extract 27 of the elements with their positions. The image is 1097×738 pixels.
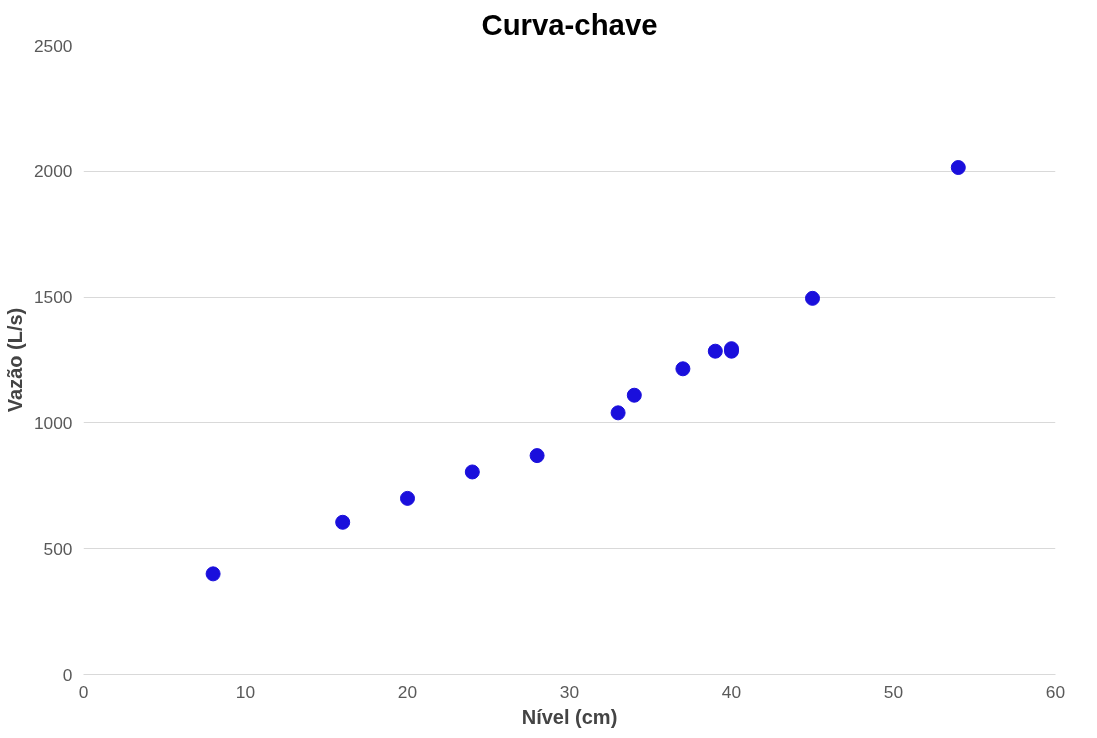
x-axis-title: Nível (cm) <box>521 705 618 728</box>
point <box>950 160 966 176</box>
y-tick-label: 2500 <box>33 35 73 56</box>
y-tick-label: 1000 <box>33 412 73 433</box>
point <box>610 405 626 421</box>
x-tick-label: 50 <box>883 681 904 702</box>
point <box>205 566 221 582</box>
y-tick-label: 0 <box>62 664 73 685</box>
x-tick-label: 10 <box>235 681 256 702</box>
point <box>335 514 351 530</box>
point <box>529 448 545 464</box>
chart-title: Curva-chave <box>481 7 658 41</box>
point <box>805 290 820 306</box>
y-tick-label: 2000 <box>33 161 73 182</box>
point <box>400 490 415 506</box>
x-tick-label: 40 <box>721 681 742 702</box>
y-tick-label: 1500 <box>33 287 73 308</box>
point <box>626 387 642 403</box>
x-tick-label: 0 <box>78 681 89 702</box>
y-tick-label: 500 <box>43 538 73 559</box>
x-tick-label: 30 <box>559 681 580 702</box>
point <box>707 343 723 359</box>
point <box>464 464 480 480</box>
point <box>675 361 691 377</box>
y-axis-title: Vazão (L/s) <box>3 307 26 413</box>
x-tick-label: 60 <box>1045 681 1066 702</box>
x-tick-label: 20 <box>397 681 418 702</box>
